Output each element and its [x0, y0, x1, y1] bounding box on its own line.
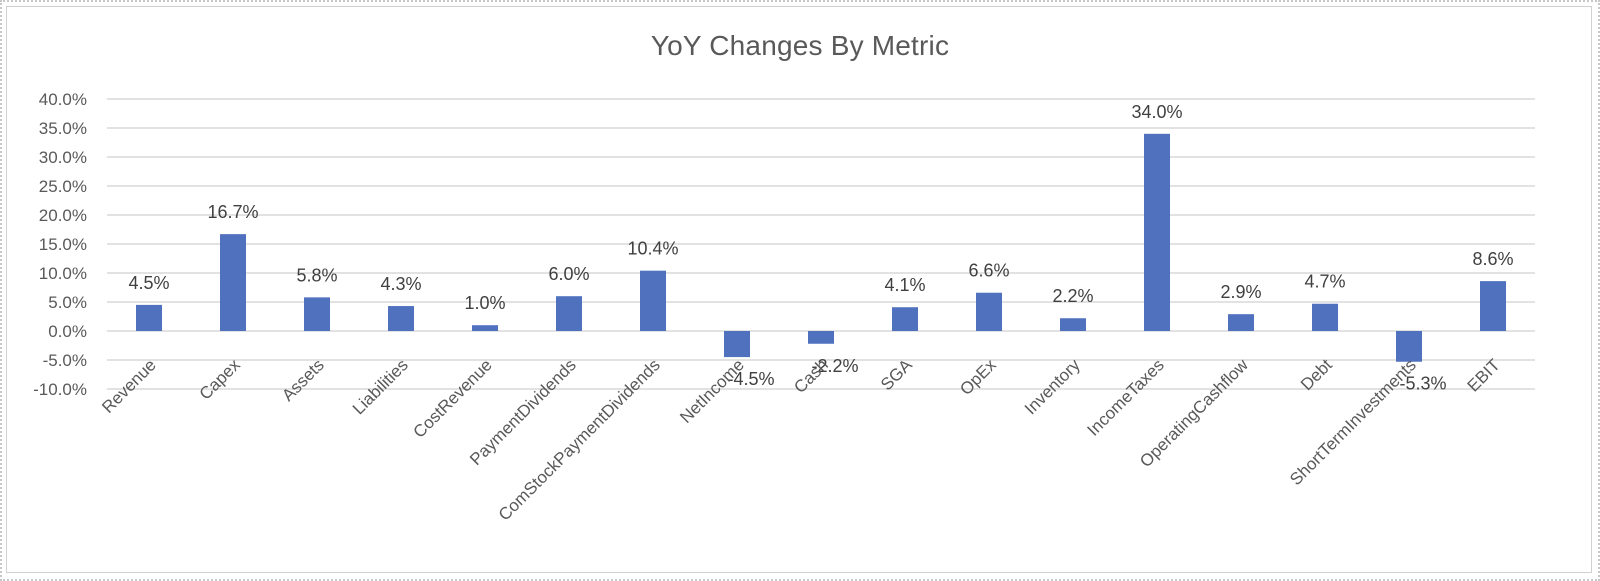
bar [1228, 314, 1254, 331]
bar [388, 306, 414, 331]
data-label: -2.2% [811, 356, 858, 376]
data-label: 1.0% [464, 293, 505, 313]
bar [304, 297, 330, 331]
data-label: 34.0% [1131, 102, 1182, 122]
y-tick-label: 0.0% [48, 322, 87, 341]
y-tick-label: 30.0% [39, 148, 87, 167]
data-label: -4.5% [727, 369, 774, 389]
data-label: 4.1% [884, 275, 925, 295]
y-tick-label: 35.0% [39, 119, 87, 138]
bar [640, 270, 666, 331]
x-tick-label: Inventory [1021, 355, 1084, 418]
bar [220, 234, 246, 331]
y-tick-label: 20.0% [39, 206, 87, 225]
x-tick-label: OpEx [956, 355, 1000, 399]
y-tick-label: 10.0% [39, 264, 87, 283]
data-label: 4.5% [128, 273, 169, 293]
x-tick-label: NetIncome [676, 355, 748, 427]
y-tick-label: 40.0% [39, 90, 87, 109]
data-label: 16.7% [207, 202, 258, 222]
x-tick-label: ComStockPaymentDividends [495, 355, 664, 524]
y-tick-label: 5.0% [48, 293, 87, 312]
bar [136, 304, 162, 331]
bar [1312, 303, 1338, 331]
x-tick-label: IncomeTaxes [1084, 355, 1168, 439]
data-label: 2.9% [1220, 282, 1261, 302]
bar [1480, 281, 1506, 331]
data-label: 6.0% [548, 264, 589, 284]
bar [1060, 318, 1086, 331]
data-label: 6.6% [968, 261, 1009, 281]
data-label: 5.8% [296, 265, 337, 285]
x-tick-label: CostRevenue [410, 355, 496, 441]
bar [976, 292, 1002, 331]
data-label: 4.3% [380, 274, 421, 294]
bar [472, 325, 498, 331]
x-tick-label: Revenue [98, 355, 160, 417]
data-label: 8.6% [1472, 249, 1513, 269]
data-label: 2.2% [1052, 286, 1093, 306]
bar [1144, 133, 1170, 331]
y-tick-label: -10.0% [33, 380, 87, 399]
y-tick-label: -5.0% [43, 351, 87, 370]
data-label: 4.7% [1304, 272, 1345, 292]
bar [808, 331, 834, 344]
bar [1396, 331, 1422, 362]
x-tick-label: Capex [196, 355, 245, 404]
chart-area[interactable] [6, 6, 1592, 573]
data-label: 10.4% [627, 239, 678, 259]
bar [556, 296, 582, 331]
bar [892, 307, 918, 331]
data-label: -5.3% [1399, 374, 1446, 394]
x-tick-label: Liabilities [349, 355, 412, 418]
y-tick-label: 25.0% [39, 177, 87, 196]
y-tick-label: 15.0% [39, 235, 87, 254]
x-tick-label: Assets [278, 355, 328, 405]
bar [724, 331, 750, 358]
chart-title: YoY Changes By Metric [650, 30, 950, 61]
